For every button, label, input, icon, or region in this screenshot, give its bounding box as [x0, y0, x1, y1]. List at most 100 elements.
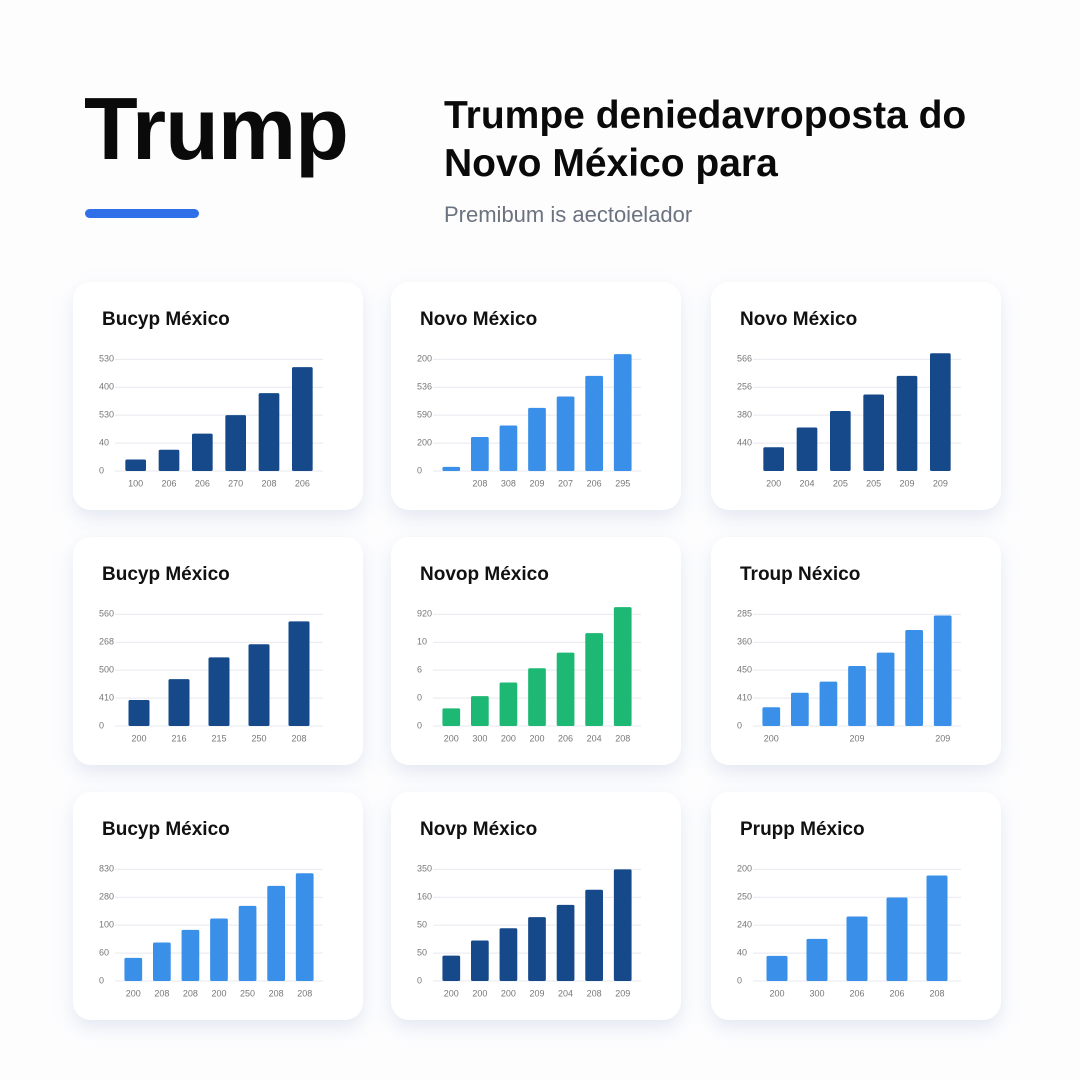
x-tick-label: 208 [261, 478, 276, 488]
y-tick-label: 100 [99, 920, 114, 930]
chart-title: Novop México [420, 564, 549, 585]
bar [442, 708, 461, 726]
y-tick-label: 0 [417, 720, 422, 730]
x-tick-label: 250 [251, 733, 266, 743]
y-tick-label: 6 [417, 665, 422, 675]
y-tick-label: 566 [737, 354, 752, 364]
x-tick-label: 208 [269, 988, 284, 998]
accent-bar [85, 209, 199, 218]
x-tick-label: 200 [529, 733, 544, 743]
bar [613, 354, 632, 471]
bar [819, 681, 838, 726]
card [73, 282, 363, 510]
bar [830, 411, 851, 471]
bar [124, 957, 143, 981]
x-tick-label: 208 [291, 733, 306, 743]
y-tick-label: 450 [737, 665, 752, 675]
y-tick-label: 268 [99, 637, 114, 647]
y-tick-label: 410 [99, 692, 114, 702]
chart-title: Bucyp México [102, 309, 230, 330]
chart-title: Bucyp México [102, 564, 230, 585]
x-tick-label: 200 [211, 988, 226, 998]
y-tick-label: 0 [737, 975, 742, 985]
x-tick-label: 206 [558, 733, 573, 743]
bar [442, 955, 461, 981]
chart-title: Novp México [420, 819, 537, 840]
bar [192, 433, 213, 471]
x-tick-label: 215 [211, 733, 226, 743]
x-tick-label: 209 [899, 478, 914, 488]
y-tick-label: 0 [417, 465, 422, 475]
bar [886, 897, 908, 981]
y-tick-label: 250 [737, 892, 752, 902]
y-tick-label: 410 [737, 692, 752, 702]
y-tick-label: 0 [417, 975, 422, 985]
bar [181, 929, 200, 981]
x-tick-label: 204 [799, 478, 814, 488]
x-tick-label: 200 [501, 733, 516, 743]
y-tick-label: 40 [99, 437, 109, 447]
y-tick-label: 440 [737, 437, 752, 447]
x-tick-label: 300 [472, 733, 487, 743]
bar [848, 666, 866, 726]
x-tick-label: 270 [228, 478, 243, 488]
bar [153, 942, 171, 981]
x-tick-label: 204 [587, 733, 602, 743]
x-tick-label: 209 [529, 988, 544, 998]
bar [766, 955, 788, 981]
bar [295, 873, 314, 981]
x-tick-label: 200 [764, 733, 779, 743]
bar [208, 657, 230, 726]
y-tick-label: 240 [737, 920, 752, 930]
x-tick-label: 207 [558, 478, 573, 488]
bar [846, 916, 868, 981]
bar [238, 905, 257, 981]
chart-title: Prupp México [740, 819, 865, 840]
bar [933, 615, 952, 726]
x-tick-label: 200 [769, 988, 784, 998]
bar [585, 375, 603, 471]
x-tick-label: 209 [849, 733, 864, 743]
bar [613, 607, 632, 726]
bar [248, 644, 270, 726]
y-tick-label: 256 [737, 382, 752, 392]
page-title: Trump [84, 79, 349, 178]
y-tick-label: 400 [99, 382, 114, 392]
x-tick-label: 206 [889, 988, 904, 998]
chart-title: Bucyp México [102, 819, 230, 840]
y-tick-label: 160 [417, 892, 432, 902]
x-tick-label: 200 [131, 733, 146, 743]
y-tick-label: 40 [737, 947, 747, 957]
bar [896, 375, 918, 471]
x-tick-label: 205 [833, 478, 848, 488]
x-tick-label: 206 [295, 478, 310, 488]
bar [763, 447, 784, 471]
bar [128, 700, 150, 726]
y-tick-label: 530 [99, 354, 114, 364]
x-tick-label: 209 [615, 988, 630, 998]
chart-title: Novo México [420, 309, 537, 330]
bar [806, 938, 828, 981]
bar [796, 427, 818, 471]
x-tick-label: 308 [501, 478, 516, 488]
x-tick-label: 209 [529, 478, 544, 488]
y-tick-label: 530 [99, 410, 114, 420]
headline: Trumpe deniedavroposta do Novo México pa… [444, 94, 967, 185]
y-tick-label: 200 [417, 354, 432, 364]
bar [585, 889, 603, 981]
card [391, 792, 681, 1020]
x-tick-label: 208 [183, 988, 198, 998]
y-tick-label: 500 [99, 665, 114, 675]
bar [528, 668, 546, 726]
bar [528, 917, 546, 981]
subtitle: Premibum is aectoielador [444, 202, 693, 227]
bar [905, 630, 923, 726]
bar [267, 885, 285, 981]
x-tick-label: 209 [933, 478, 948, 488]
bar [471, 436, 489, 471]
x-tick-label: 206 [161, 478, 176, 488]
x-tick-label: 205 [866, 478, 881, 488]
bar [210, 918, 228, 981]
y-tick-label: 360 [737, 637, 752, 647]
